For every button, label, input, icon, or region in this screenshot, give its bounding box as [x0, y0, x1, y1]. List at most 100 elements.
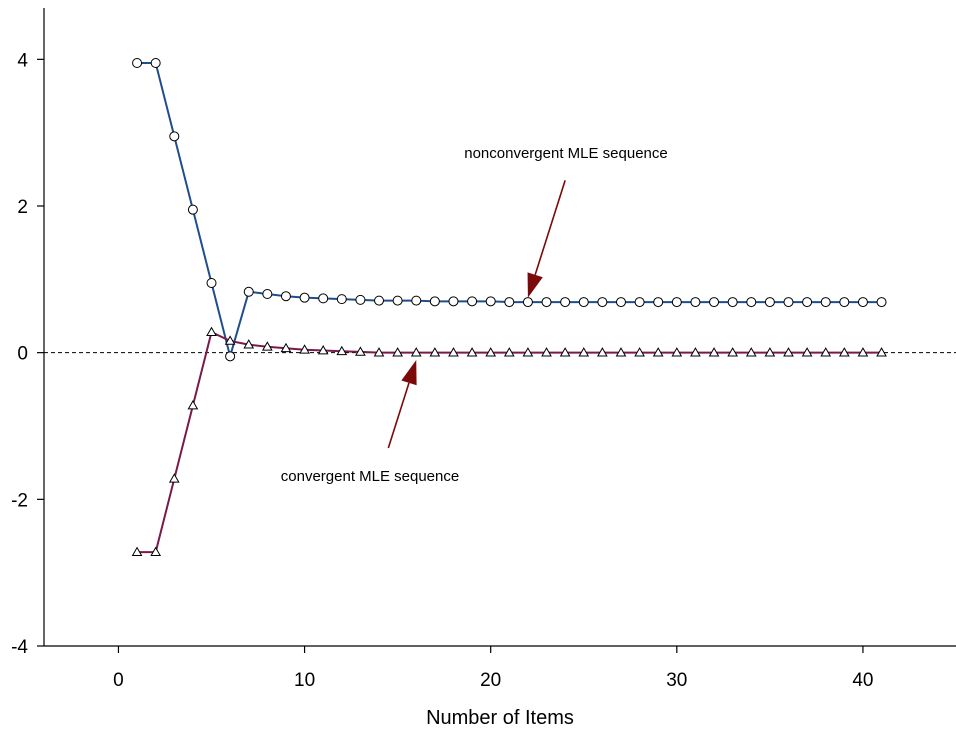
data-point [820, 297, 831, 308]
annotation-1: nonconvergent MLE sequence [464, 145, 668, 298]
x-tick-label: 0 [113, 670, 124, 691]
data-point [857, 347, 869, 357]
data-point [318, 293, 329, 304]
axes [43, 8, 956, 647]
data-point [802, 297, 813, 308]
data-point [876, 297, 887, 308]
data-point [503, 347, 515, 357]
data-point [485, 296, 496, 307]
annotation-arrow-head [527, 272, 543, 298]
annotation-label: convergent MLE sequence [281, 468, 459, 485]
data-point [466, 347, 478, 357]
data-point [634, 347, 645, 357]
data-point [578, 347, 590, 357]
data-point [150, 58, 161, 68]
data-point [467, 296, 478, 307]
data-point [504, 297, 515, 308]
ticks: 0 10 20 30 40 -4 -2 0 2 4 [11, 50, 873, 691]
annotation-label: nonconvergent MLE sequence [464, 145, 667, 162]
data-point [746, 297, 757, 308]
data-point [560, 297, 571, 308]
data-point [671, 347, 683, 357]
data-point [634, 297, 645, 308]
data-point [374, 295, 385, 306]
data-point [187, 399, 199, 410]
data-point [541, 297, 552, 308]
data-point [168, 473, 180, 483]
data-point [336, 294, 347, 305]
data-point [131, 546, 143, 557]
x-tick-label: 30 [666, 670, 687, 691]
data-point [336, 345, 348, 356]
data-point [355, 346, 366, 356]
data-point [485, 347, 497, 357]
data-point [764, 347, 776, 357]
data-point [559, 347, 571, 357]
x-tick-label: 20 [480, 670, 501, 691]
data-point [876, 347, 887, 357]
data-point [838, 347, 850, 357]
data-point [410, 347, 422, 357]
data-point [206, 326, 217, 337]
data-point [764, 297, 775, 308]
data-point [801, 347, 813, 357]
x-axis-title: Number of Items [426, 707, 574, 729]
data-point [243, 286, 254, 297]
data-point [225, 351, 236, 362]
data-point [652, 347, 664, 357]
data-point [299, 292, 310, 303]
data-point [280, 342, 292, 353]
data-point [280, 291, 291, 302]
y-tick-label: -2 [11, 490, 28, 511]
data-point [578, 297, 589, 308]
data-point [392, 295, 403, 306]
series-line [137, 330, 882, 554]
data-point [187, 204, 198, 215]
data-point [206, 278, 217, 288]
data-point [541, 347, 552, 357]
data-point [727, 347, 739, 357]
annotation-arrow-shaft [534, 180, 566, 276]
data-point [448, 296, 459, 307]
x-tick-label: 40 [852, 670, 873, 691]
data-point [169, 131, 180, 142]
annotation-2: convergent MLE sequence [281, 360, 459, 485]
data-point [839, 297, 850, 308]
data-point [355, 294, 366, 305]
data-point [690, 347, 701, 357]
data-point [411, 295, 422, 306]
data-point [522, 297, 533, 308]
data-point [727, 297, 738, 308]
data-point [857, 297, 868, 308]
data-point [783, 347, 794, 357]
series-1 [132, 58, 887, 362]
data-point [373, 347, 385, 357]
y-tick-label: -4 [11, 637, 28, 658]
annotation-arrow-shaft [387, 382, 410, 449]
data-point [615, 297, 626, 308]
data-point [299, 344, 310, 354]
data-point [708, 347, 720, 357]
data-point [671, 297, 682, 308]
data-point [615, 347, 627, 357]
data-point [522, 347, 534, 357]
data-point [429, 296, 440, 307]
data-point [243, 339, 255, 349]
data-point [150, 546, 162, 557]
data-point [317, 344, 329, 355]
data-point [429, 347, 441, 357]
data-point [597, 347, 608, 357]
series-layer [131, 58, 887, 557]
data-point [132, 58, 143, 68]
data-point [745, 347, 757, 357]
data-point [448, 347, 459, 357]
data-point [597, 297, 608, 308]
y-tick-label: 0 [17, 344, 28, 365]
data-point [261, 341, 273, 351]
data-point [262, 289, 273, 299]
y-tick-label: 4 [17, 50, 28, 71]
y-tick-label: 2 [17, 197, 28, 218]
data-point [224, 335, 236, 345]
data-point [709, 297, 720, 308]
